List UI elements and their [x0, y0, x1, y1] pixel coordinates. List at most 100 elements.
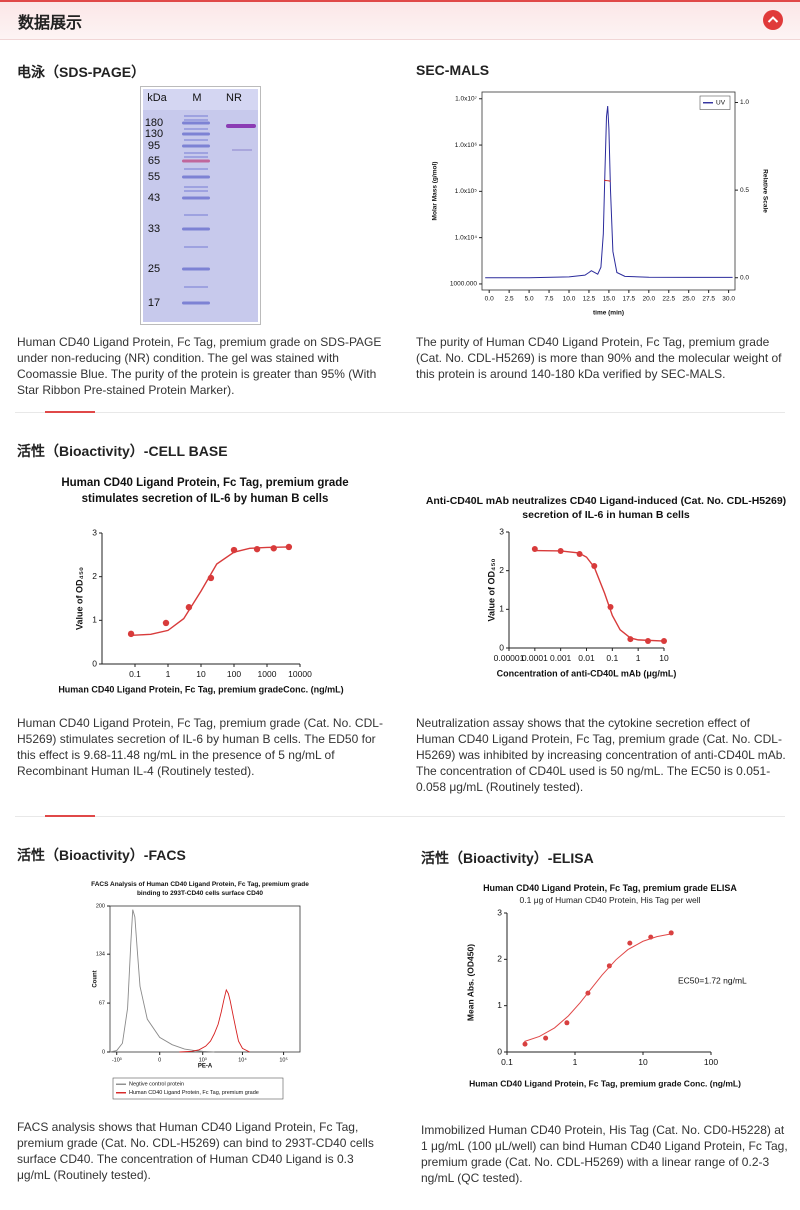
x-tick-label: 0 [158, 1057, 161, 1063]
marker-band [182, 196, 210, 200]
x-tick-label: 10⁵ [279, 1056, 287, 1063]
x-tick-label: 2.5 [505, 296, 514, 303]
marker-band [184, 115, 208, 117]
x-tick-label: 0.00001 [494, 653, 525, 663]
y-axis-label: Mean Abs. (OD450) [465, 944, 475, 1021]
marker-label: 130 [145, 128, 163, 140]
marker-band [184, 286, 208, 288]
y-tick-label: 1 [499, 604, 504, 614]
marker-label: 25 [148, 263, 160, 275]
marker-label: 55 [148, 171, 160, 183]
data-point [644, 638, 651, 645]
legend-label: Negtive control protein [129, 1082, 184, 1088]
x-tick-label: 1 [636, 653, 641, 663]
marker-band [182, 121, 210, 125]
y-tick-label: 2 [497, 954, 502, 964]
marker-label: 43 [148, 192, 160, 204]
divider [15, 412, 785, 413]
caption: FACS analysis shows that Human CD40 Liga… [17, 1120, 374, 1182]
gel-top [143, 89, 258, 110]
caption: Neutralization assay shows that the cyto… [416, 716, 786, 794]
x-tick-label: 30.0 [722, 296, 735, 303]
data-line [534, 549, 665, 642]
caption: Human CD40 Ligand Protein, Fc Tag, premi… [17, 716, 383, 778]
legend-box [699, 95, 731, 110]
y-tick-label: 200 [96, 903, 105, 909]
annotation: EC50=1.72 ng/mL [678, 975, 747, 985]
x-tick-label: 100 [704, 1057, 718, 1067]
y2-axis-label: Relative Scale [761, 169, 768, 213]
header-title: 数据展示 [18, 15, 83, 32]
sample-band [226, 124, 256, 128]
marker-band [184, 156, 208, 158]
x-tick-label: 0.0 [485, 296, 494, 303]
caption: Immobilized Human CD40 Protein, His Tag … [421, 1123, 788, 1185]
data-point [253, 545, 261, 553]
y-axis-label: Value of OD₄₅₀ [74, 567, 84, 630]
y-tick-label: 1.0x10⁴ [455, 234, 478, 241]
legend-label: UV [716, 99, 726, 106]
marker-band [184, 186, 208, 188]
chart-title: Anti-CD40L mAb neutralizes CD40 Ligand-i… [425, 495, 787, 522]
marker-band [182, 175, 210, 179]
marker-label: 180 [145, 117, 163, 129]
collapse-button[interactable] [762, 9, 784, 31]
marker-band [184, 190, 208, 192]
divider [15, 816, 785, 817]
y-tick-label: 1.0x10⁵ [455, 188, 478, 195]
section-heading: 电泳（SDS-PAGE） [17, 64, 146, 80]
y-tick-label: 134 [96, 952, 105, 958]
legend-label: Human CD40 Ligand Protein, Fc Tag, premi… [129, 1090, 259, 1096]
data-point [127, 630, 135, 638]
data-line [604, 179, 611, 182]
y2-tick-label: 1.0 [740, 99, 749, 106]
data-point [270, 545, 277, 552]
x-tick-label: 10³ [199, 1057, 207, 1063]
marker-band [182, 144, 210, 148]
x-tick-label: 0.01 [578, 653, 595, 663]
y2-tick-label: 0.0 [740, 274, 749, 281]
x-tick-label: 15.0 [603, 296, 616, 303]
section-heading: 活性（Bioactivity）-ELISA [421, 850, 594, 866]
y-tick-label: 0 [499, 642, 504, 652]
lane-label: NR [226, 92, 242, 104]
y-tick-label: 1.0x10⁷ [455, 95, 478, 102]
marker-band [182, 159, 210, 163]
y-tick-label: 1 [497, 1000, 502, 1010]
section-heading: 活性（Bioactivity）-FACS [17, 847, 186, 863]
y-tick-label: 2 [92, 571, 97, 581]
x-tick-label: 10⁴ [238, 1056, 247, 1063]
marker-label: 65 [148, 155, 160, 167]
caption: The purity of Human CD40 Ligand Protein,… [416, 335, 782, 381]
marker-band [182, 267, 210, 271]
header-bar [0, 0, 800, 40]
chart-subtitle: 0.1 μg of Human CD40 Protein, His Tag pe… [519, 895, 701, 905]
y-axis-label: Count [93, 970, 99, 987]
y-tick-label: 1 [92, 615, 97, 625]
x-tick-label: 100 [227, 669, 241, 679]
plot-frame [109, 905, 301, 1053]
marker-band [184, 128, 208, 130]
data-point [543, 1035, 549, 1041]
x-tick-label: 0.1 [606, 653, 618, 663]
x-axis-label: Concentration of anti-CD40L mAb (μg/mL) [497, 668, 677, 678]
marker-band [182, 301, 210, 305]
marker-band [184, 119, 208, 121]
x-tick-label: 25.0 [682, 296, 695, 303]
chart: -10³ 0 10³ 10⁴ 10⁵ 0 67 134 200 PE-A Count Negtive … [93, 903, 301, 1100]
data-point [606, 963, 612, 969]
x-tick-label: 5.0 [525, 296, 534, 303]
divider-accent [45, 815, 95, 817]
gel-unit-label: kDa [147, 92, 167, 104]
x-tick-label: 0.1 [129, 669, 141, 679]
x-tick-label: 10 [638, 1057, 648, 1067]
marker-label: 17 [148, 297, 160, 309]
x-axis-label: time (min) [593, 310, 624, 317]
y-tick-label: 67 [99, 1001, 105, 1007]
data-line [179, 988, 250, 1053]
y-tick-label: 1.0x10⁶ [455, 142, 478, 149]
chart-title: Human CD40 Ligand Protein, Fc Tag, premi… [483, 883, 737, 893]
x-tick-label: 1000 [258, 669, 277, 679]
x-tick-label: 12.5 [583, 296, 596, 303]
